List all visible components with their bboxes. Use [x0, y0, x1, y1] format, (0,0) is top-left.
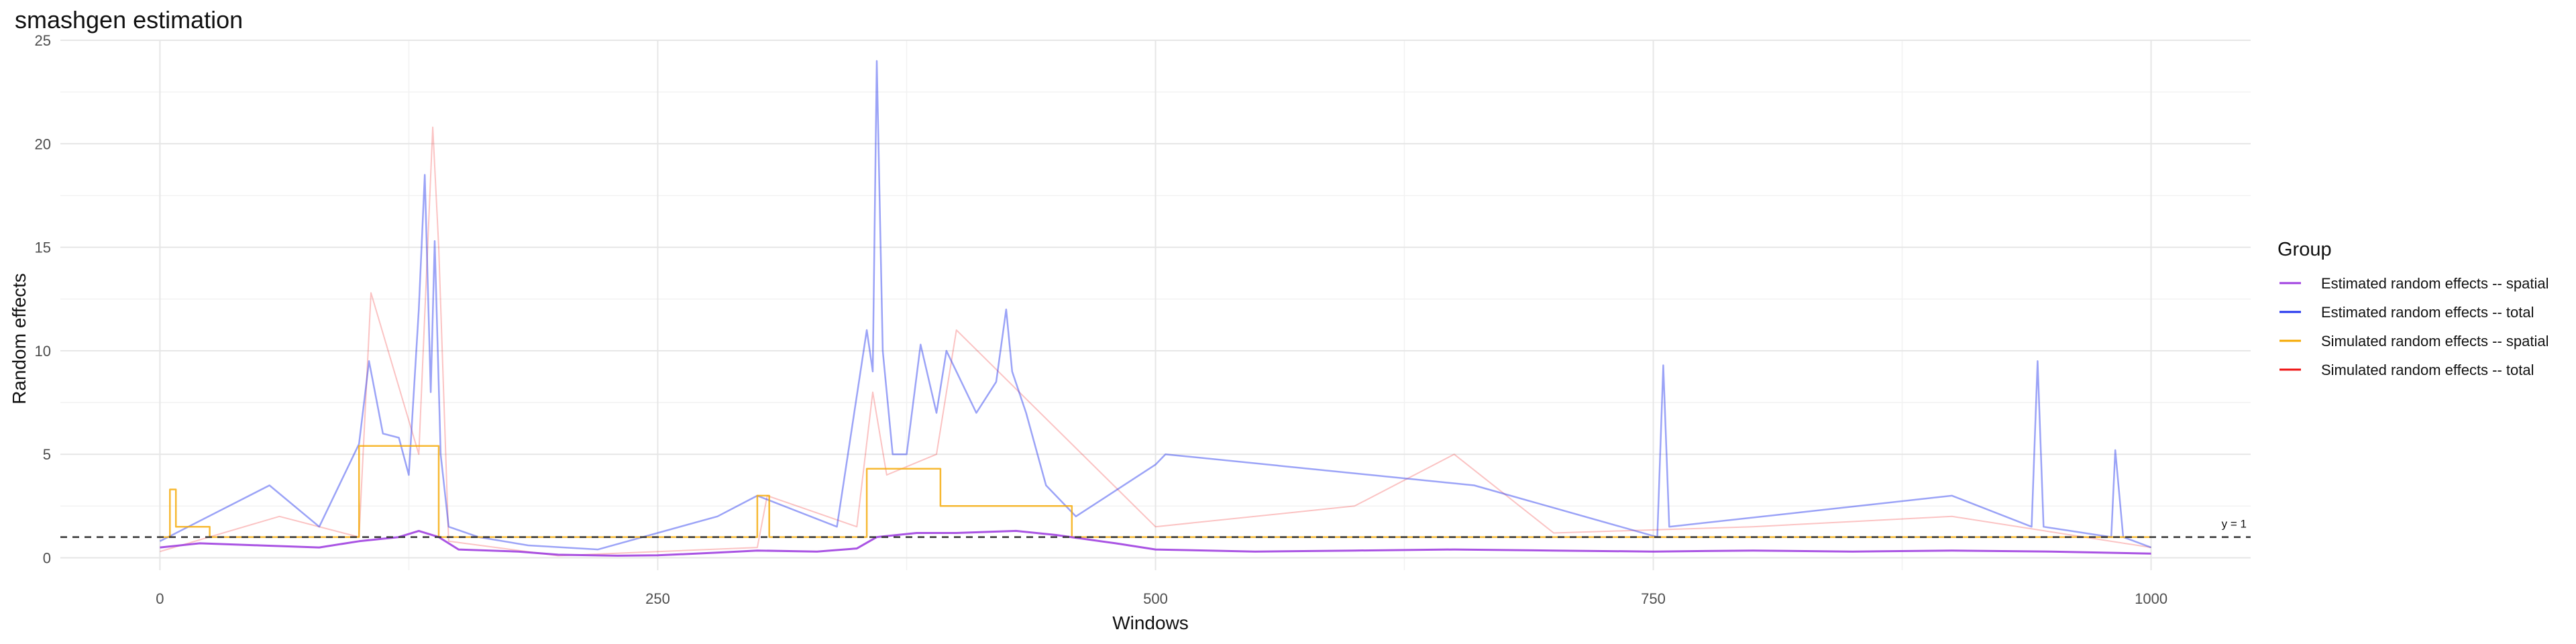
- series-layer: [159, 60, 2152, 557]
- y-tick-label: 10: [35, 343, 51, 360]
- axis-ticks: 0 250 500 750 1000 0 5 10 15 20 25: [35, 32, 2168, 607]
- reference-line: y = 1: [60, 518, 2251, 538]
- series-line-estimated-random-effects-spatial: [160, 529, 2151, 557]
- legend-label: Estimated random effects -- spatial: [2321, 275, 2549, 292]
- x-tick-label: 250: [645, 590, 670, 607]
- legend-label: Simulated random effects -- total: [2321, 362, 2534, 378]
- y-tick-label: 15: [35, 239, 51, 256]
- y-tick-label: 25: [35, 32, 51, 49]
- y-tick-label: 5: [43, 446, 51, 463]
- reference-line-label: y = 1: [2222, 518, 2247, 531]
- series-line-simulated-random-effects-total: [160, 126, 2151, 557]
- x-tick-label: 0: [156, 590, 164, 607]
- x-tick-label: 750: [1641, 590, 1666, 607]
- y-axis-title: Random effects: [9, 273, 30, 405]
- chart-title: smashgen estimation: [15, 6, 243, 34]
- x-tick-label: 1000: [2135, 590, 2167, 607]
- legend-label: Simulated random effects -- spatial: [2321, 333, 2549, 350]
- x-axis-title: Windows: [1112, 612, 1189, 633]
- series-line-estimated-random-effects-total: [159, 60, 2152, 551]
- y-tick-label: 20: [35, 136, 51, 152]
- y-tick-label: 0: [43, 549, 51, 566]
- legend-label: Estimated random effects -- total: [2321, 304, 2534, 321]
- grid: [60, 40, 2251, 570]
- legend: Group Estimated random effects -- spatia…: [2277, 239, 2549, 378]
- legend-title: Group: [2277, 239, 2332, 260]
- x-tick-label: 500: [1143, 590, 1168, 607]
